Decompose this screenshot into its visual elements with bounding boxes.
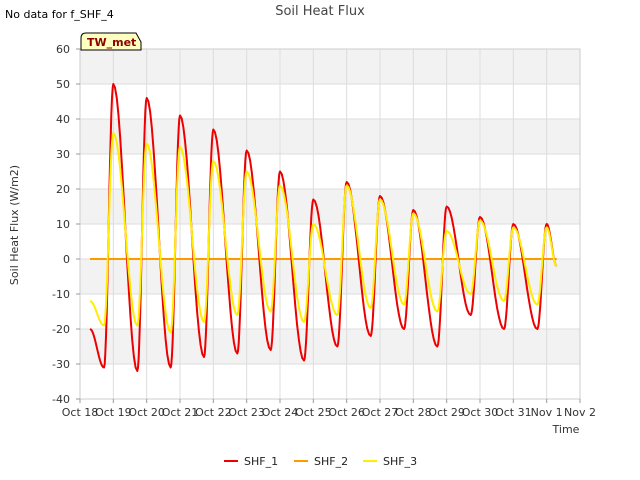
y-tick-label: -20 bbox=[52, 323, 70, 336]
y-tick-label: 60 bbox=[56, 43, 70, 56]
site-tag: TW_met bbox=[80, 32, 142, 51]
series-line-shf-3 bbox=[89, 132, 558, 334]
y-tick-label: 50 bbox=[56, 78, 70, 91]
x-tick-label: Oct 18 bbox=[62, 406, 99, 419]
grid-band bbox=[80, 49, 580, 84]
no-data-note: No data for f_SHF_4 bbox=[5, 8, 114, 21]
grid-band bbox=[80, 119, 580, 154]
y-tick-label: 20 bbox=[56, 183, 70, 196]
x-tick-label: Oct 19 bbox=[95, 406, 132, 419]
y-tick-label: -40 bbox=[52, 393, 70, 406]
y-tick-label: 40 bbox=[56, 113, 70, 126]
x-tick-label: Nov 2 bbox=[564, 406, 596, 419]
x-axis-title: Time bbox=[552, 423, 580, 436]
legend-label: SHF_2 bbox=[314, 455, 348, 468]
y-tick-label: 30 bbox=[56, 148, 70, 161]
site-tag-label: TW_met bbox=[87, 36, 136, 49]
x-tick-label: Oct 30 bbox=[462, 406, 499, 419]
y-tick-label: 10 bbox=[56, 218, 70, 231]
grid-band bbox=[80, 259, 580, 294]
x-tick-label: Oct 26 bbox=[328, 406, 365, 419]
grid-band bbox=[80, 329, 580, 364]
x-tick-label: Oct 20 bbox=[128, 406, 165, 419]
x-tick-label: Oct 29 bbox=[428, 406, 465, 419]
x-tick-label: Oct 24 bbox=[262, 406, 299, 419]
x-tick-label: Oct 28 bbox=[395, 406, 432, 419]
y-tick-label: -30 bbox=[52, 358, 70, 371]
legend-label: SHF_3 bbox=[383, 455, 417, 468]
series-layer bbox=[89, 83, 558, 372]
x-tick-label: Oct 23 bbox=[228, 406, 265, 419]
x-tick-label: Oct 25 bbox=[295, 406, 332, 419]
legend: SHF_1 SHF_2 SHF_3 bbox=[224, 455, 417, 468]
x-tick-label: Oct 22 bbox=[195, 406, 232, 419]
chart-title: Soil Heat Flux bbox=[275, 4, 365, 19]
y-tick-label: -10 bbox=[52, 288, 70, 301]
grid-band bbox=[80, 189, 580, 224]
x-tick-label: Oct 27 bbox=[362, 406, 399, 419]
x-tick-label: Nov 1 bbox=[531, 406, 563, 419]
x-tick-label: Oct 21 bbox=[162, 406, 199, 419]
legend-label: SHF_1 bbox=[244, 455, 278, 468]
y-axis-title: Soil Heat Flux (W/m2) bbox=[8, 165, 21, 285]
x-tick-label: Oct 31 bbox=[495, 406, 532, 419]
y-tick-label: 0 bbox=[63, 253, 70, 266]
